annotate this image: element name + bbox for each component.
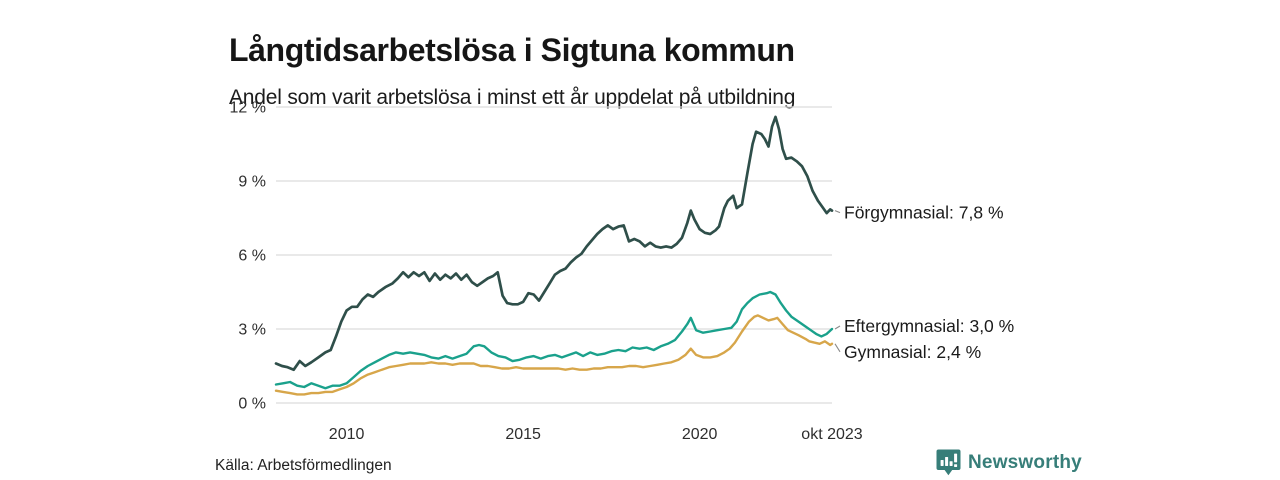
series-line-eftergymnasial [274,290,834,390]
y-tick-label-6: 6 % [238,248,266,265]
series-line-forgymnasial [274,115,834,372]
x-tick-label-2015: 2015 [505,426,541,443]
page-title: Långtidsarbetslösa i Sigtuna kommun [229,32,795,69]
y-tick-label-3: 3 % [238,322,266,339]
newsworthy-logo-icon [936,449,961,476]
series-end-label-forgymnasial: Förgymnasial: 7,8 % [844,203,1004,223]
series-label-connector-gymnasial [834,343,841,353]
y-tick-label-9: 9 % [238,174,266,191]
y-tick-label-12: 12 % [230,100,266,117]
newsworthy-brand: Newsworthy [936,449,1082,476]
series-label-connector-forgymnasial [834,210,841,214]
series-end-label-gymnasial: Gymnasial: 2,4 % [844,342,981,362]
brand-name: Newsworthy [968,452,1082,473]
series-label-connector-eftergymnasial [834,325,841,330]
series-line-gymnasial [274,314,834,396]
page-subtitle: Andel som varit arbetslösa i minst ett å… [229,86,796,109]
series-end-label-eftergymnasial: Eftergymnasial: 3,0 % [844,316,1014,336]
source-note: Källa: Arbetsförmedlingen [215,457,392,474]
x-tick-label-2020: 2020 [682,426,718,443]
x-tick-label-2010: 2010 [329,426,365,443]
y-tick-label-0: 0 % [238,396,266,413]
x-tick-label-okt-2023: okt 2023 [801,426,862,443]
